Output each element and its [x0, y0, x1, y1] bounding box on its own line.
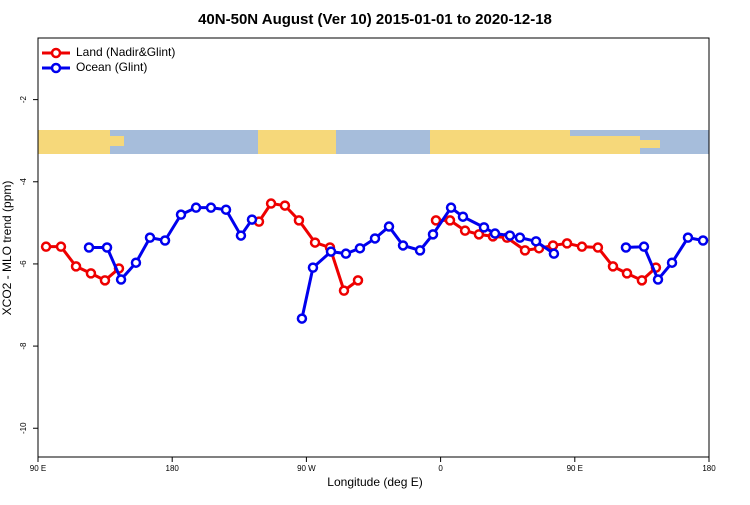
legend-label: Land (Nadir&Glint): [76, 45, 175, 59]
legend-marker: [50, 47, 62, 59]
point: [190, 202, 202, 213]
point: [338, 285, 350, 296]
x-tick-label: 90 W: [297, 464, 316, 473]
legend-marker: [50, 62, 62, 74]
x-tick-label: 90 E: [30, 464, 46, 473]
point: [83, 242, 95, 253]
x-tick-label: 90 E: [567, 464, 583, 473]
point: [235, 230, 247, 241]
y-tick-label: -10: [19, 422, 28, 434]
point: [296, 313, 308, 324]
point: [220, 204, 232, 215]
legend-label: Ocean (Glint): [76, 60, 147, 74]
point: [561, 238, 573, 249]
point: [519, 245, 531, 256]
point: [293, 215, 305, 226]
point: [427, 229, 439, 240]
point: [430, 215, 442, 226]
point: [478, 222, 490, 233]
point: [576, 241, 588, 252]
point: [85, 268, 97, 279]
y-tick-label: -4: [19, 178, 28, 186]
point: [504, 230, 516, 241]
point: [445, 202, 457, 213]
y-tick-label: -6: [19, 260, 28, 268]
point: [309, 237, 321, 248]
y-tick-label: -8: [19, 342, 28, 350]
y-axis-label: XCO2 - MLO trend (ppm): [0, 181, 14, 316]
point: [473, 229, 485, 240]
point: [55, 241, 67, 252]
point: [279, 200, 291, 211]
point: [666, 257, 678, 268]
point: [101, 242, 113, 253]
point: [144, 232, 156, 243]
point: [325, 246, 337, 257]
point: [697, 235, 709, 246]
point: [636, 275, 648, 286]
point: [354, 243, 366, 254]
point: [444, 215, 456, 226]
point: [414, 245, 426, 256]
point: [246, 214, 258, 225]
point: [99, 275, 111, 286]
x-tick-label: 180: [166, 464, 180, 473]
point: [638, 241, 650, 252]
point: [514, 232, 526, 243]
point: [307, 262, 319, 273]
point: [70, 261, 82, 272]
chart-title: 40N-50N August (Ver 10) 2015-01-01 to 20…: [198, 11, 552, 28]
point: [383, 221, 395, 232]
x-tick-label: 0: [438, 464, 443, 473]
y-tick-label: -2: [19, 96, 28, 104]
x-axis-label: Longitude (deg E): [327, 475, 422, 489]
point: [548, 248, 560, 259]
point: [621, 268, 633, 279]
plot-frame: [37, 37, 710, 458]
point: [547, 240, 559, 251]
point: [369, 233, 381, 244]
point: [530, 236, 542, 247]
point: [652, 274, 664, 285]
point: [397, 240, 409, 251]
point: [607, 261, 619, 272]
x-tick-label: 180: [702, 464, 716, 473]
point: [130, 257, 142, 268]
point: [265, 198, 277, 209]
point: [352, 275, 364, 286]
point: [489, 228, 501, 239]
point: [40, 241, 52, 252]
point: [159, 235, 171, 246]
point: [205, 202, 217, 213]
map-strip: [38, 130, 709, 154]
point: [175, 209, 187, 220]
point: [620, 242, 632, 253]
point: [457, 211, 469, 222]
point: [115, 274, 127, 285]
point: [459, 225, 471, 236]
point: [682, 232, 694, 243]
point: [592, 242, 604, 253]
point: [340, 248, 352, 259]
